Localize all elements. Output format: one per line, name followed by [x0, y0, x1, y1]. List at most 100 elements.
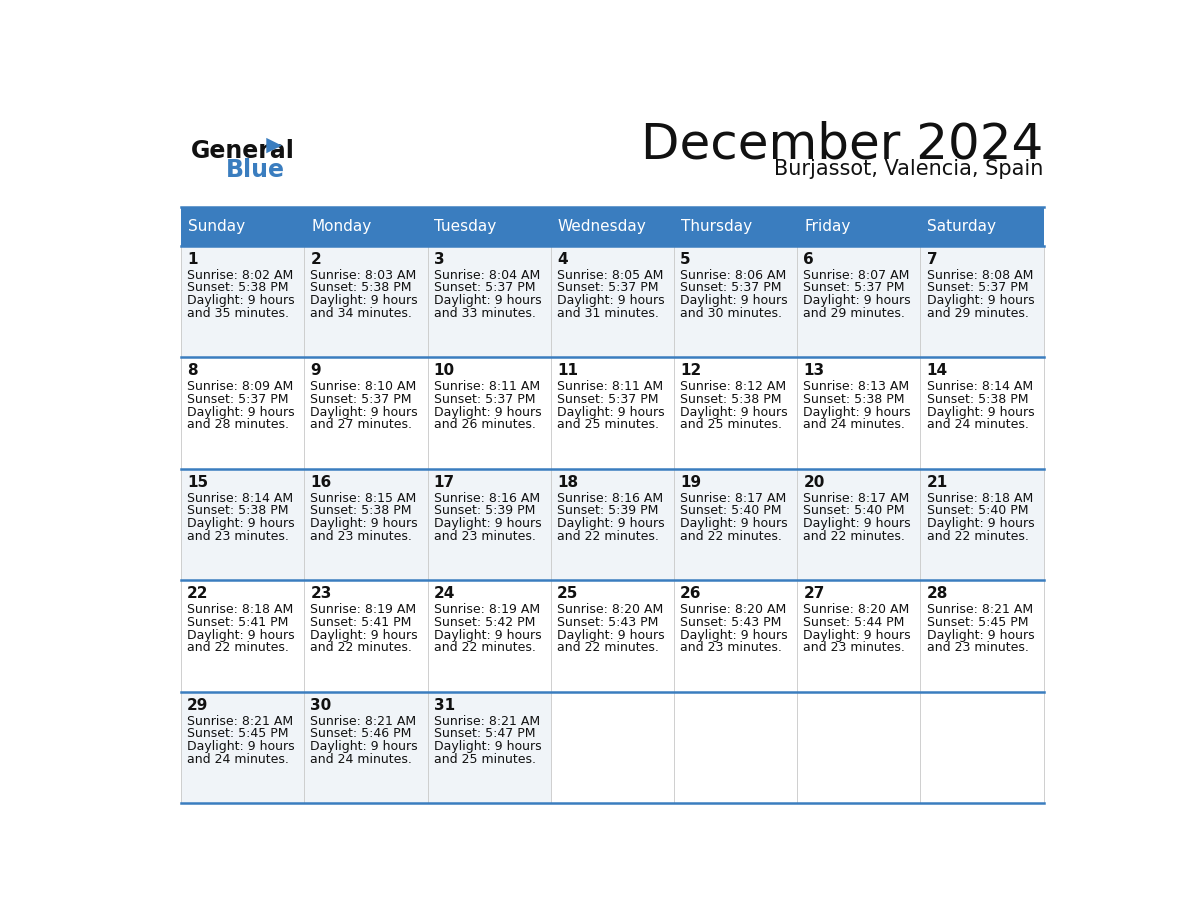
- Text: 25: 25: [557, 587, 579, 601]
- Text: Sunset: 5:40 PM: Sunset: 5:40 PM: [681, 505, 782, 518]
- Bar: [674, 246, 797, 357]
- Text: 14: 14: [927, 364, 948, 378]
- Text: Sunset: 5:45 PM: Sunset: 5:45 PM: [927, 616, 1028, 629]
- Text: Sunset: 5:39 PM: Sunset: 5:39 PM: [434, 505, 535, 518]
- Bar: [304, 580, 428, 691]
- Text: Daylight: 9 hours: Daylight: 9 hours: [434, 517, 542, 531]
- Text: Sunrise: 8:21 AM: Sunrise: 8:21 AM: [434, 715, 539, 728]
- Text: and 22 minutes.: and 22 minutes.: [927, 530, 1029, 543]
- Text: 23: 23: [310, 587, 331, 601]
- Text: 27: 27: [803, 587, 824, 601]
- Text: and 29 minutes.: and 29 minutes.: [927, 307, 1029, 319]
- Text: Daylight: 9 hours: Daylight: 9 hours: [434, 294, 542, 308]
- Text: and 34 minutes.: and 34 minutes.: [310, 307, 412, 319]
- Text: and 23 minutes.: and 23 minutes.: [927, 642, 1029, 655]
- Text: and 25 minutes.: and 25 minutes.: [557, 419, 659, 431]
- Bar: [921, 246, 1043, 357]
- Text: Daylight: 9 hours: Daylight: 9 hours: [434, 740, 542, 753]
- Text: Sunset: 5:38 PM: Sunset: 5:38 PM: [310, 282, 412, 295]
- Text: and 25 minutes.: and 25 minutes.: [681, 419, 782, 431]
- Bar: [551, 357, 674, 469]
- Text: 18: 18: [557, 475, 579, 490]
- Text: 21: 21: [927, 475, 948, 490]
- Text: Tuesday: Tuesday: [435, 218, 497, 234]
- Bar: [921, 580, 1043, 691]
- Text: Daylight: 9 hours: Daylight: 9 hours: [557, 294, 664, 308]
- Bar: [181, 207, 304, 246]
- Text: and 31 minutes.: and 31 minutes.: [557, 307, 659, 319]
- Text: 6: 6: [803, 252, 814, 267]
- Bar: [428, 580, 551, 691]
- Text: and 22 minutes.: and 22 minutes.: [557, 642, 659, 655]
- Text: and 24 minutes.: and 24 minutes.: [803, 419, 905, 431]
- Text: Sunrise: 8:16 AM: Sunrise: 8:16 AM: [434, 492, 539, 505]
- Bar: [304, 691, 428, 803]
- Bar: [181, 691, 304, 803]
- Bar: [181, 469, 304, 580]
- Text: General: General: [191, 140, 295, 163]
- Text: 30: 30: [310, 698, 331, 712]
- Text: Daylight: 9 hours: Daylight: 9 hours: [310, 406, 418, 419]
- Bar: [797, 246, 921, 357]
- Text: Sunrise: 8:20 AM: Sunrise: 8:20 AM: [803, 603, 910, 616]
- Text: 4: 4: [557, 252, 568, 267]
- Text: Sunset: 5:37 PM: Sunset: 5:37 PM: [803, 282, 905, 295]
- Bar: [428, 207, 551, 246]
- Text: and 22 minutes.: and 22 minutes.: [188, 642, 289, 655]
- Text: Daylight: 9 hours: Daylight: 9 hours: [803, 629, 911, 642]
- Text: Sunrise: 8:04 AM: Sunrise: 8:04 AM: [434, 269, 541, 282]
- Text: and 22 minutes.: and 22 minutes.: [310, 642, 412, 655]
- Bar: [921, 469, 1043, 580]
- Text: Thursday: Thursday: [681, 218, 752, 234]
- Text: Daylight: 9 hours: Daylight: 9 hours: [434, 629, 542, 642]
- Text: Sunrise: 8:17 AM: Sunrise: 8:17 AM: [681, 492, 786, 505]
- Text: Sunset: 5:46 PM: Sunset: 5:46 PM: [310, 727, 412, 741]
- Text: Sunset: 5:37 PM: Sunset: 5:37 PM: [434, 282, 536, 295]
- Polygon shape: [266, 138, 282, 153]
- Text: Sunset: 5:44 PM: Sunset: 5:44 PM: [803, 616, 905, 629]
- Text: Sunset: 5:40 PM: Sunset: 5:40 PM: [927, 505, 1028, 518]
- Text: Sunday: Sunday: [188, 218, 245, 234]
- Text: Friday: Friday: [804, 218, 851, 234]
- Bar: [797, 469, 921, 580]
- Text: 16: 16: [310, 475, 331, 490]
- Text: and 22 minutes.: and 22 minutes.: [434, 642, 536, 655]
- Text: Sunset: 5:37 PM: Sunset: 5:37 PM: [310, 393, 412, 406]
- Bar: [674, 357, 797, 469]
- Bar: [304, 469, 428, 580]
- Text: Sunset: 5:37 PM: Sunset: 5:37 PM: [557, 282, 658, 295]
- Text: Sunset: 5:45 PM: Sunset: 5:45 PM: [188, 727, 289, 741]
- Bar: [428, 469, 551, 580]
- Text: 15: 15: [188, 475, 208, 490]
- Text: 1: 1: [188, 252, 197, 267]
- Text: Monday: Monday: [311, 218, 372, 234]
- Bar: [797, 580, 921, 691]
- Bar: [551, 207, 674, 246]
- Text: Sunset: 5:37 PM: Sunset: 5:37 PM: [681, 282, 782, 295]
- Text: Sunset: 5:38 PM: Sunset: 5:38 PM: [681, 393, 782, 406]
- Text: and 23 minutes.: and 23 minutes.: [434, 530, 536, 543]
- Text: Sunrise: 8:03 AM: Sunrise: 8:03 AM: [310, 269, 417, 282]
- Bar: [797, 357, 921, 469]
- Text: Daylight: 9 hours: Daylight: 9 hours: [803, 406, 911, 419]
- Text: Sunset: 5:38 PM: Sunset: 5:38 PM: [188, 282, 289, 295]
- Text: and 33 minutes.: and 33 minutes.: [434, 307, 536, 319]
- Text: 26: 26: [681, 587, 702, 601]
- Text: Daylight: 9 hours: Daylight: 9 hours: [681, 406, 788, 419]
- Text: Sunrise: 8:19 AM: Sunrise: 8:19 AM: [434, 603, 539, 616]
- Text: 12: 12: [681, 364, 701, 378]
- Text: and 30 minutes.: and 30 minutes.: [681, 307, 782, 319]
- Text: Sunset: 5:41 PM: Sunset: 5:41 PM: [310, 616, 412, 629]
- Text: Daylight: 9 hours: Daylight: 9 hours: [681, 629, 788, 642]
- Text: 9: 9: [310, 364, 321, 378]
- Text: 7: 7: [927, 252, 937, 267]
- Text: and 29 minutes.: and 29 minutes.: [803, 307, 905, 319]
- Bar: [551, 580, 674, 691]
- Text: Daylight: 9 hours: Daylight: 9 hours: [188, 294, 295, 308]
- Text: Daylight: 9 hours: Daylight: 9 hours: [927, 406, 1035, 419]
- Text: 3: 3: [434, 252, 444, 267]
- Bar: [921, 207, 1043, 246]
- Text: 24: 24: [434, 587, 455, 601]
- Bar: [551, 469, 674, 580]
- Bar: [428, 691, 551, 803]
